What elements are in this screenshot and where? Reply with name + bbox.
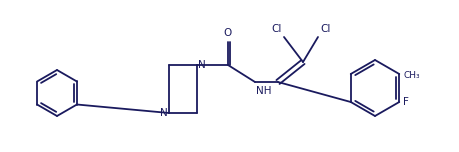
Text: F: F [403,97,408,107]
Text: NH: NH [256,86,271,96]
Text: N: N [160,108,168,118]
Text: N: N [197,60,205,70]
Text: Cl: Cl [271,24,281,34]
Text: O: O [224,28,232,38]
Text: CH₃: CH₃ [403,71,419,79]
Text: Cl: Cl [319,24,330,34]
